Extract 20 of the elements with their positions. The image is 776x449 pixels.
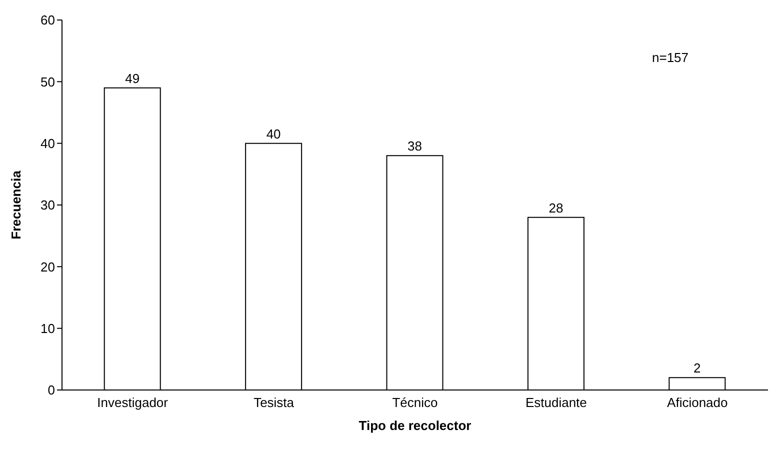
y-tick-label: 0 bbox=[48, 382, 55, 398]
x-tick-label: Tesista bbox=[254, 395, 295, 410]
data-label: 40 bbox=[266, 126, 281, 142]
x-tick-label: Aficionado bbox=[667, 395, 728, 410]
x-tick-label: Investigador bbox=[97, 395, 169, 410]
y-tick-label: 30 bbox=[40, 198, 55, 213]
y-tick-label: 60 bbox=[40, 12, 55, 28]
data-label: 28 bbox=[548, 200, 564, 216]
y-tick-label: 40 bbox=[40, 136, 55, 151]
annotation: n=157 bbox=[652, 50, 689, 65]
x-tick-label: Estudiante bbox=[525, 395, 587, 410]
data-label: 38 bbox=[408, 138, 422, 154]
x-tick-label: Técnico bbox=[392, 395, 438, 410]
y-tick-label: 20 bbox=[40, 259, 55, 274]
data-label: 49 bbox=[125, 70, 140, 86]
data-label: 2 bbox=[694, 360, 701, 376]
x-axis-title: Tipo de recolector bbox=[358, 418, 472, 433]
y-axis-title: Frecuencia bbox=[8, 170, 24, 240]
y-tick-label: 50 bbox=[40, 74, 55, 90]
y-tick-label: 10 bbox=[40, 320, 55, 336]
